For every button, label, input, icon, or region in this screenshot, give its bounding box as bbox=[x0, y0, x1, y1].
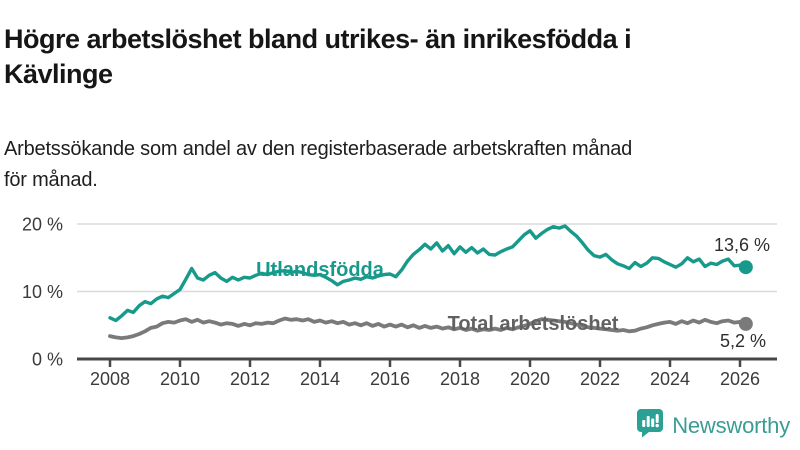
page-subtitle-line1: Arbetssökande som andel av den registerb… bbox=[4, 138, 633, 160]
newsworthy-brand-link[interactable]: Newsworthy bbox=[636, 408, 790, 443]
y-tick-label: 20 % bbox=[22, 215, 63, 235]
series-layer bbox=[108, 224, 753, 341]
page-title: Högre arbetslöshet bland utrikes- än inr… bbox=[4, 22, 784, 92]
x-tick-label: 2018 bbox=[440, 369, 480, 389]
end-value-label: 5,2 % bbox=[720, 331, 766, 351]
series-label: Total arbetslöshet bbox=[448, 313, 619, 335]
x-tick-label: 2024 bbox=[650, 369, 690, 389]
x-tick-label: 2026 bbox=[720, 369, 760, 389]
series-label: Utlandsfödda bbox=[256, 259, 385, 281]
x-tick-label: 2010 bbox=[160, 369, 200, 389]
end-value-label: 13,6 % bbox=[714, 235, 770, 255]
y-tick-label: 10 % bbox=[22, 282, 63, 302]
x-tick-label: 2016 bbox=[370, 369, 410, 389]
series-line-utlandsfodda bbox=[108, 224, 748, 323]
end-dot-total bbox=[738, 316, 753, 331]
x-tick-label: 2022 bbox=[580, 369, 620, 389]
end-dot-utlandsfodda bbox=[738, 260, 753, 275]
page-title-line1: Högre arbetslöshet bland utrikes- än inr… bbox=[4, 24, 632, 55]
axis-layer: 0 % 10 % 20 % 2008 2010 2012 2014 2016 2018 2020 2… bbox=[22, 215, 777, 389]
x-tick-label: 2014 bbox=[300, 369, 340, 389]
series-line-total bbox=[108, 316, 748, 341]
x-tick-label: 2012 bbox=[230, 369, 270, 389]
brand-name: Newsworthy bbox=[672, 412, 790, 438]
x-tick-label: 2020 bbox=[510, 369, 550, 389]
unemployment-line-chart: 0 % 10 % 20 % 2008 2010 2012 2014 2016 2018 2020 2… bbox=[22, 215, 777, 389]
newsworthy-logo-icon bbox=[636, 408, 664, 443]
page-subtitle: Arbetssökande som andel av den registerb… bbox=[4, 134, 794, 196]
page-title-line2: Kävlinge bbox=[4, 59, 113, 90]
label-layer: Utlandsfödda 13,6 % Total arbetslöshet 5,2 … bbox=[256, 235, 770, 351]
page-subtitle-line2: för månad. bbox=[4, 169, 98, 191]
grid-layer bbox=[77, 223, 777, 293]
x-tick-label: 2008 bbox=[90, 369, 130, 389]
y-tick-label: 0 % bbox=[32, 350, 63, 370]
